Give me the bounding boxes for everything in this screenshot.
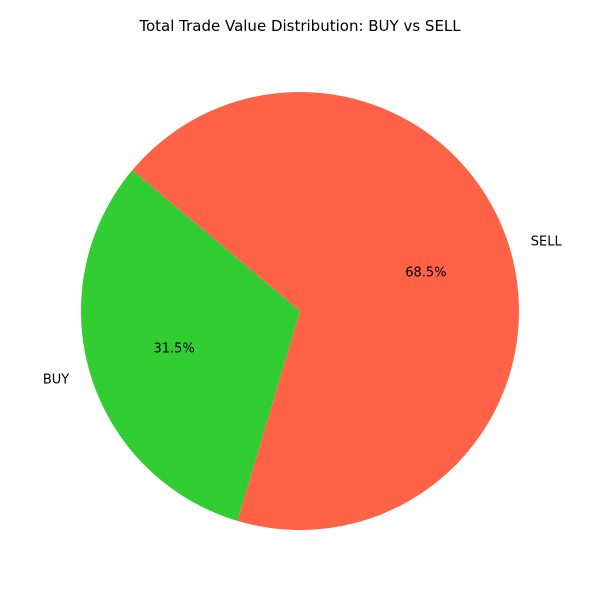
- pie-slice-sell: [132, 91, 520, 531]
- pie-slices: [81, 91, 520, 531]
- slice-label-sell: SELL: [531, 234, 563, 249]
- chart-title: Total Trade Value Distribution: BUY vs S…: [138, 17, 461, 35]
- pie-labels: 31.5% BUY 68.5% SELL: [43, 234, 563, 387]
- percent-label-buy: 31.5%: [153, 341, 194, 356]
- percent-label-sell: 68.5%: [405, 266, 446, 281]
- pie-slice-buy: [81, 170, 300, 521]
- slice-label-buy: BUY: [43, 373, 69, 388]
